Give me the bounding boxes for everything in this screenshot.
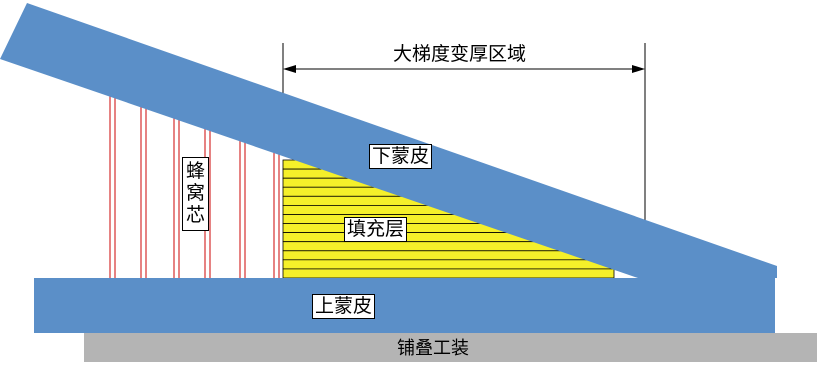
- filler-ply: [282, 268, 615, 279]
- upper-skin-label: 上蒙皮: [312, 294, 376, 319]
- filler-ply: [282, 232, 533, 243]
- layup-tooling: [84, 333, 817, 362]
- filler-ply: [282, 241, 560, 252]
- filler-ply: [282, 204, 454, 215]
- filler-ply: [282, 259, 613, 270]
- dimension-marker: [282, 43, 646, 238]
- filler-layer-label: 填充层: [344, 217, 408, 242]
- honeycomb-core-label-text: 蜂窝芯: [185, 160, 205, 226]
- honeycomb-core: [109, 94, 280, 278]
- dimension-label: 大梯度变厚区域: [393, 43, 527, 65]
- filler-ply: [282, 250, 586, 261]
- lower-skin-label: 下蒙皮: [369, 144, 433, 169]
- honeycomb-core-label: 蜂窝芯: [182, 157, 209, 231]
- lower-skin: [0, 3, 777, 278]
- layup-tooling-label: 铺叠工装: [397, 338, 469, 359]
- upper-skin: [34, 278, 775, 333]
